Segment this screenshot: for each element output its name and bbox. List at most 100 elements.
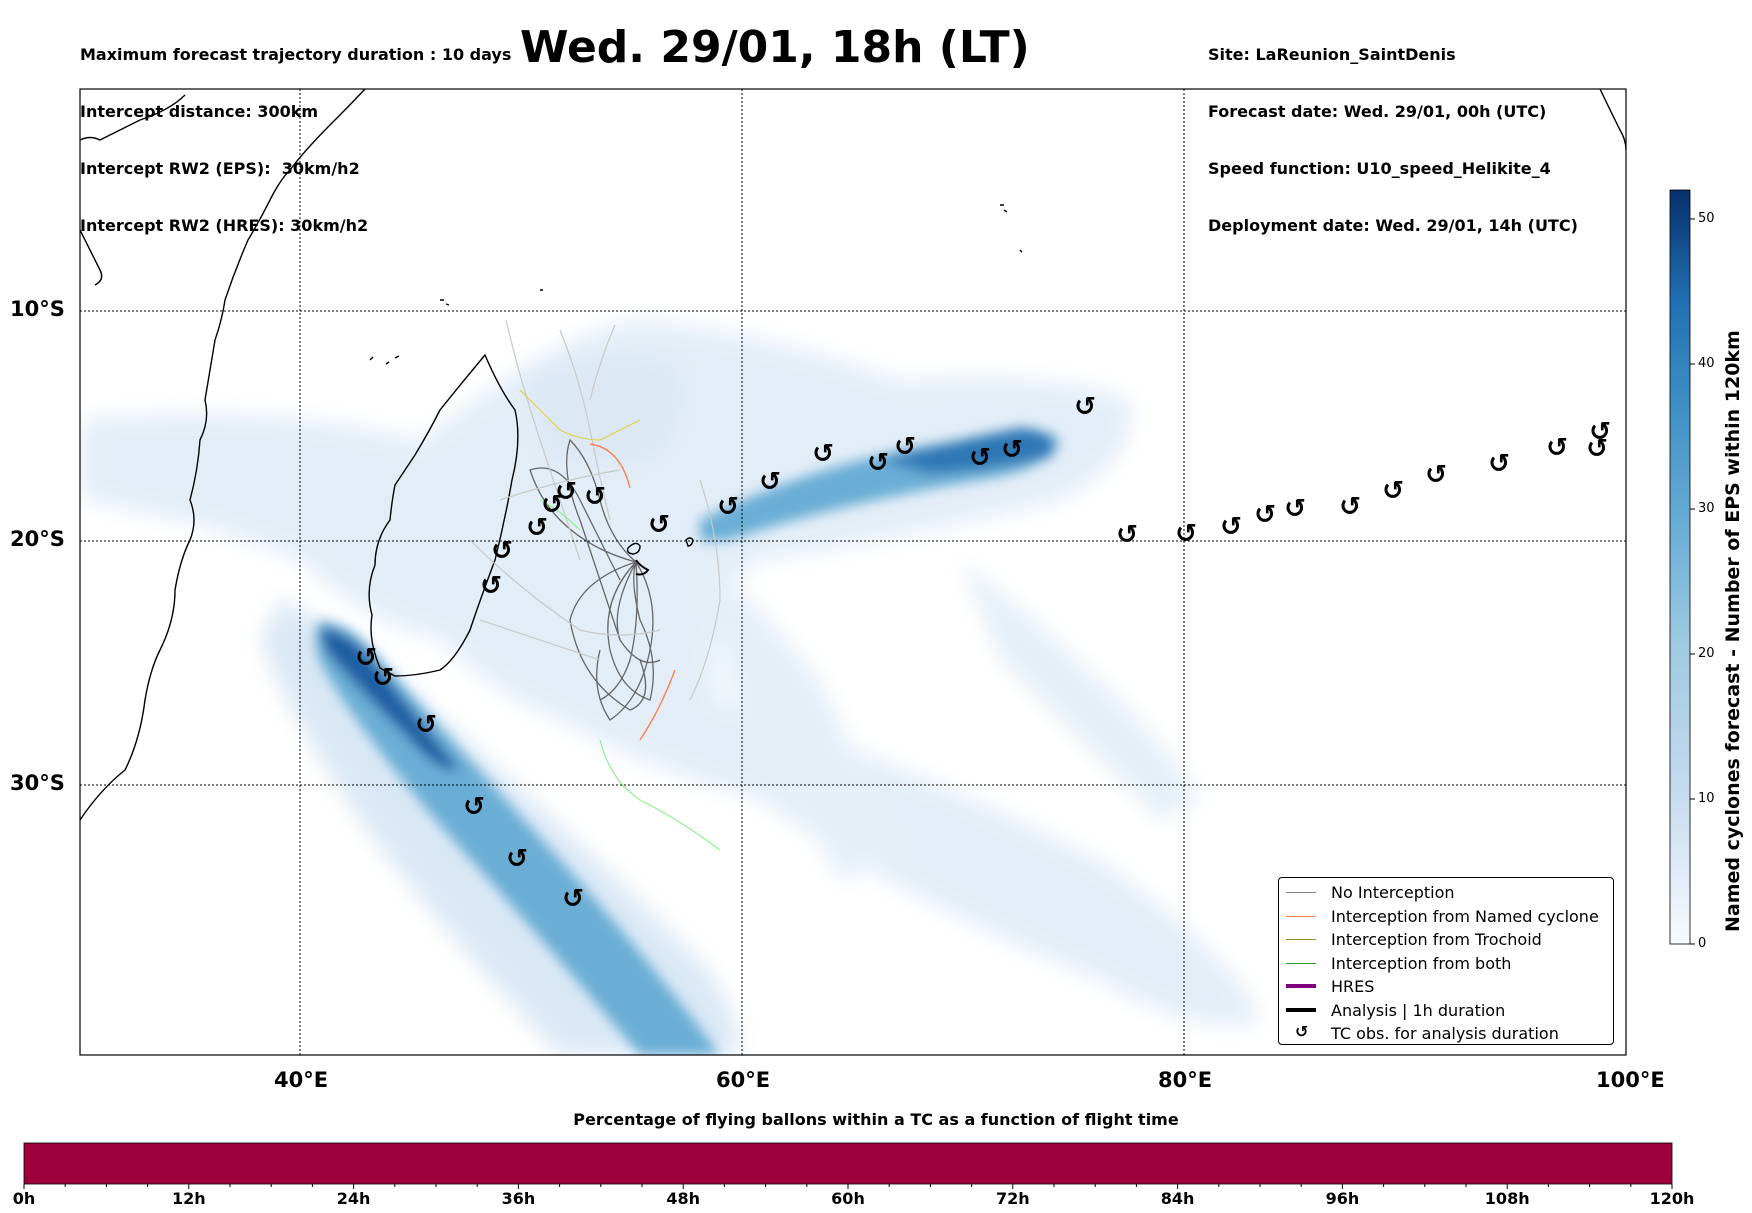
- density-core: [315, 428, 1060, 1055]
- legend-item-no-interception: No Interception: [1279, 882, 1613, 904]
- map-title: Wed. 29/01, 18h (LT): [520, 22, 1030, 73]
- cyclone-obs-icon: ↺: [463, 792, 485, 822]
- cyclone-obs-icon: ↺: [1175, 519, 1197, 549]
- lat-label-10s: 10°S: [10, 297, 65, 321]
- info-line-forecast-date: Forecast date: Wed. 29/01, 00h (UTC): [1208, 102, 1547, 121]
- legend-item-analysis: Analysis | 1h duration: [1279, 1000, 1613, 1022]
- cyclone-obs-icon: ↺: [969, 443, 991, 473]
- cyclone-obs-icon: ↺: [1116, 520, 1138, 550]
- legend-line-analysis: [1286, 1008, 1316, 1012]
- legend-label: No Interception: [1331, 883, 1455, 902]
- colorbar-ticks: [1690, 218, 1695, 945]
- analysis-track: [635, 559, 650, 576]
- time-bar-tick-label: 60h: [831, 1189, 865, 1208]
- comoros-islands: [369, 355, 400, 365]
- time-bar-tick-label: 12h: [171, 1189, 206, 1208]
- cyclone-obs-icon: ↺: [894, 432, 916, 462]
- colorbar-tick-label: 10: [1698, 791, 1715, 806]
- cyclone-obs-icon: ↺: [584, 482, 606, 512]
- cyclone-obs-icon: ↺: [541, 490, 563, 520]
- lon-label-40e: 40°E: [274, 1068, 329, 1092]
- flight-time-bar: [23, 1142, 1673, 1185]
- trajectories-trochoid: [519, 389, 641, 441]
- lon-label-60e: 60°E: [716, 1068, 771, 1092]
- map-legend: No Interception Interception from Named …: [1278, 877, 1614, 1045]
- info-line-rw2-eps: Intercept RW2 (EPS): 30km/h2: [80, 159, 360, 178]
- colorbar-tick-label: 50: [1698, 211, 1715, 226]
- trajectories-named-cyclone: [589, 443, 676, 741]
- colorbar-tick-label: 0: [1698, 936, 1707, 951]
- time-bar-tick-label: 84h: [1160, 1189, 1195, 1208]
- trajectories-no-interception: [529, 438, 661, 721]
- time-bar-tick-label: 36h: [501, 1189, 536, 1208]
- seychelles-islands: [440, 289, 543, 306]
- cyclone-symbol-icon: ↺: [1295, 1022, 1309, 1041]
- lon-label-80e: 80°E: [1158, 1068, 1213, 1092]
- colorbar-tick-label: 20: [1698, 646, 1715, 661]
- legend-line-no-interception: [1286, 892, 1316, 893]
- info-line-duration: Maximum forecast trajectory duration : 1…: [80, 45, 512, 64]
- trajectories-both: [539, 499, 721, 851]
- cyclone-obs-icon: ↺: [355, 643, 377, 673]
- flight-time-bar-title: Percentage of flying ballons within a TC…: [573, 1110, 1179, 1129]
- legend-item-named-cyclone: Interception from Named cyclone: [1279, 906, 1613, 928]
- cyclone-obs-icon: ↺: [506, 844, 528, 874]
- legend-label: Interception from Named cyclone: [1331, 907, 1599, 926]
- arabia-coast: [80, 94, 186, 141]
- info-line-site: Site: LaReunion_SaintDenis: [1208, 45, 1456, 64]
- time-bar-ticks: [23, 1184, 1673, 1189]
- cyclone-obs-icon: ↺: [867, 448, 889, 478]
- legend-line-hres: [1286, 984, 1316, 988]
- cyclone-obs-icon: ↺: [415, 710, 437, 740]
- cyclone-obs-icon: ↺: [480, 571, 502, 601]
- map-frame: [79, 88, 1627, 1056]
- cyclone-obs-icon: ↺: [1339, 492, 1361, 522]
- africa-coast: [80, 89, 366, 821]
- madagascar-coast: [368, 353, 519, 677]
- cyclone-obs-icon: ↺: [555, 477, 577, 507]
- cyclone-obs-icon: ↺: [759, 467, 781, 497]
- cyclone-obs-icon: ↺: [1546, 433, 1568, 463]
- legend-label: Interception from both: [1331, 954, 1512, 973]
- legend-line-named-cyclone: [1286, 916, 1316, 917]
- cyclone-obs-icon: ↺: [648, 510, 670, 540]
- info-line-rw2-hres: Intercept RW2 (HRES): 30km/h2: [80, 216, 369, 235]
- cyclone-obs-icon: ↺: [491, 536, 513, 566]
- chagos-islands: [1000, 204, 1023, 253]
- trajectories-light: [469, 319, 721, 701]
- legend-item-both: Interception from both: [1279, 953, 1613, 975]
- cyclone-obs-icon: ↺: [1284, 494, 1306, 524]
- cyclone-obs-icon: ↺: [1586, 434, 1608, 464]
- legend-line-both: [1286, 963, 1316, 964]
- legend-label: Interception from Trochoid: [1331, 930, 1542, 949]
- density-colorbar: [1669, 189, 1691, 945]
- cyclone-obs-icon: ↺: [562, 884, 584, 914]
- time-bar-tick-label: 108h: [1484, 1189, 1530, 1208]
- tc-observation-markers: ↺↺↺↺↺↺↺↺↺↺↺ ↺↺↺↺↺ ↺↺ ↺ ↺↺↺ ↺ ↺ ↺ ↺ ↺↺↺ ↺↺ ↺↺: [355, 392, 1611, 914]
- forecast-info-right: Site: LaReunion_SaintDenis Forecast date…: [1208, 7, 1578, 254]
- forecast-info-left: Maximum forecast trajectory duration : 1…: [80, 7, 511, 254]
- colorbar-tick-label: 30: [1698, 501, 1715, 516]
- cyclone-obs-icon: ↺: [1220, 512, 1242, 542]
- cyclone-obs-icon: ↺: [1425, 460, 1447, 490]
- colorbar-tick-label: 40: [1698, 356, 1715, 371]
- time-bar-tick-label: 72h: [995, 1189, 1030, 1208]
- cyclone-obs-icon: ↺: [1074, 392, 1096, 422]
- cyclone-obs-icon: ↺: [1488, 449, 1510, 479]
- lat-label-30s: 30°S: [10, 771, 65, 795]
- legend-item-hres: HRES: [1279, 976, 1613, 998]
- info-line-deployment-date: Deployment date: Wed. 29/01, 14h (UTC): [1208, 216, 1578, 235]
- time-bar-tick-label: 24h: [336, 1189, 371, 1208]
- cyclone-obs-icon: ↺: [717, 492, 739, 522]
- legend-label: HRES: [1331, 977, 1375, 996]
- legend-label: TC obs. for analysis duration: [1331, 1024, 1559, 1043]
- cyclone-obs-icon: ↺: [812, 439, 834, 469]
- cyclone-obs-icon: ↺: [526, 513, 548, 543]
- mauritius-island: [685, 537, 694, 547]
- lat-label-20s: 20°S: [10, 527, 65, 551]
- coastlines: [80, 89, 1626, 821]
- cyclone-obs-icon: ↺: [1382, 476, 1404, 506]
- density-field: [80, 320, 1260, 1055]
- cyclone-obs-icon: ↺: [1254, 500, 1276, 530]
